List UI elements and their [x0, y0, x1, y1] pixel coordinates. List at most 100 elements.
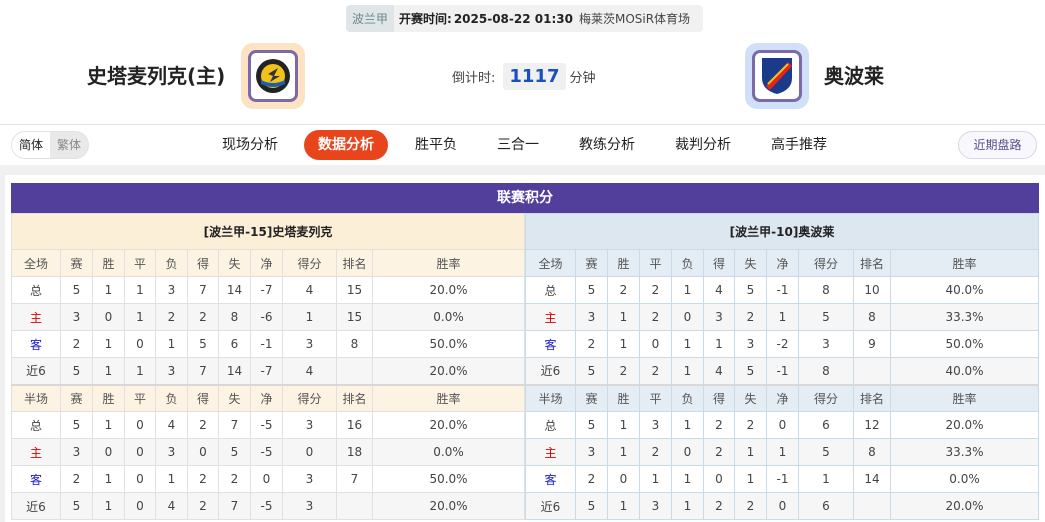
- home-team-name[interactable]: 史塔麦列克(主): [87, 64, 226, 88]
- table-cell: 2: [703, 411, 735, 439]
- table-cell: 7: [336, 465, 373, 493]
- column-header: 胜: [92, 383, 125, 412]
- table-cell: -5: [250, 411, 283, 439]
- tab-live-analysis[interactable]: 现场分析: [222, 137, 278, 153]
- table-cell: 20.0%: [372, 276, 525, 304]
- column-header: 得: [187, 249, 219, 277]
- column-header: 赛: [60, 383, 93, 412]
- table-cell: 1: [671, 330, 704, 358]
- header-row: 全场赛胜平负得失净得分 排名 胜率: [11, 249, 525, 277]
- table-cell: 1: [607, 411, 640, 439]
- away-team-logo[interactable]: [745, 43, 809, 109]
- table-cell: 0: [671, 303, 704, 331]
- countdown-label: 倒计时:: [452, 71, 496, 86]
- table-row: 主 3 0 0 3 0 5 -5 0 18 0.0%: [11, 438, 525, 466]
- row-label: 客: [525, 330, 576, 358]
- column-header: 失: [734, 383, 767, 412]
- countdown: 倒计时: 1117 分钟: [452, 63, 596, 90]
- table-cell: 0: [250, 465, 283, 493]
- venue: 梅莱茨MOSiR体育场: [578, 12, 691, 26]
- caption-row: [波兰甲-10]奥波莱: [525, 213, 1039, 250]
- league-tag[interactable]: 波兰甲: [346, 5, 395, 32]
- countdown-unit: 分钟: [569, 71, 596, 86]
- table-cell: 0: [671, 438, 704, 466]
- tab-referee-analysis[interactable]: 裁判分析: [675, 137, 731, 153]
- table-cell: 0.0%: [372, 438, 525, 466]
- away-team-name[interactable]: 奥波莱: [824, 64, 884, 88]
- table-cell: 2: [607, 357, 640, 385]
- caption-row: [波兰甲-15]史塔麦列克: [11, 213, 525, 250]
- table-cell: 3: [60, 303, 93, 331]
- table-cell: 0: [282, 438, 337, 466]
- table-cell: 20.0%: [372, 357, 525, 385]
- table-cell: 1: [671, 465, 704, 493]
- tab-data-analysis[interactable]: 数据分析: [304, 130, 388, 160]
- table-cell: 2: [187, 492, 219, 520]
- table-cell: 8: [853, 438, 891, 466]
- row-label: 近6: [11, 492, 61, 520]
- table-cell: 2: [575, 330, 608, 358]
- row-label: 客: [525, 465, 576, 493]
- table-cell: 5: [798, 303, 854, 331]
- column-header: 平: [639, 249, 672, 277]
- table-cell: 2: [155, 303, 188, 331]
- row-label: 客: [11, 330, 61, 358]
- recent-odds-button[interactable]: 近期盘路: [958, 131, 1037, 159]
- table-cell: 1: [671, 276, 704, 304]
- table-row: 近6 5 1 0 4 2 7 -5 3 20.0%: [11, 492, 525, 520]
- tab-coach-analysis[interactable]: 教练分析: [579, 137, 635, 153]
- row-label: 近6: [525, 357, 576, 385]
- table-cell: 3: [734, 330, 767, 358]
- table-cell: 1: [607, 492, 640, 520]
- table-cell: 7: [218, 411, 251, 439]
- tab-win-draw-lose[interactable]: 胜平负: [415, 137, 457, 153]
- table-cell: 0: [607, 465, 640, 493]
- table-cell: 5: [734, 276, 767, 304]
- table-cell: 10: [853, 276, 891, 304]
- column-header: 排名: [336, 383, 373, 412]
- column-header: 得: [703, 383, 735, 412]
- table-cell: 15: [336, 276, 373, 304]
- table-cell: 0: [639, 330, 672, 358]
- column-header: 胜率: [372, 383, 525, 412]
- tab-three-in-one[interactable]: 三合一: [497, 137, 539, 153]
- table-cell: 2: [703, 492, 735, 520]
- column-header: 得分: [282, 249, 337, 277]
- table-cell: 3: [575, 438, 608, 466]
- table-cell: 7: [187, 276, 219, 304]
- table-row: 总 5 2 2 1 4 5 -1 8 10 40.0%: [525, 276, 1039, 304]
- divider: [0, 124, 1045, 125]
- traditional-button[interactable]: 繁体: [57, 138, 82, 152]
- table-cell: 5: [575, 492, 608, 520]
- away-standings-table: [波兰甲-10]奥波莱 全场赛胜平负得失净得分 排名 胜率总 5 2 2 1 4 5 -1 8 10 40…: [525, 213, 1039, 520]
- table-cell: 5: [734, 357, 767, 385]
- row-label: 总: [11, 276, 61, 304]
- column-header: 净: [250, 249, 283, 277]
- column-header: 赛: [60, 249, 93, 277]
- column-header: 平: [124, 249, 156, 277]
- home-team-logo[interactable]: [241, 43, 305, 109]
- table-cell: 5: [575, 357, 608, 385]
- table-row: 主 3 1 2 0 3 2 1 5 8 33.3%: [525, 303, 1039, 331]
- column-header: 排名: [853, 383, 891, 412]
- table-cell: 2: [703, 438, 735, 466]
- table-cell: 5: [187, 330, 219, 358]
- table-row: 客 2 1 0 1 2 2 0 3 7 50.0%: [11, 465, 525, 493]
- table-cell: 12: [853, 411, 891, 439]
- column-header: 负: [671, 383, 704, 412]
- table-cell: 4: [155, 411, 188, 439]
- table-cell: 0: [766, 411, 799, 439]
- table-cell: 7: [187, 357, 219, 385]
- tab-expert-picks[interactable]: 高手推荐: [771, 137, 827, 153]
- table-cell: -2: [766, 330, 799, 358]
- table-row: 近6 5 2 2 1 4 5 -1 8 40.0%: [525, 357, 1039, 385]
- table-cell: 8: [853, 303, 891, 331]
- row-label: 总: [11, 411, 61, 439]
- table-cell: 1: [766, 438, 799, 466]
- simplified-button[interactable]: 简体: [12, 132, 51, 158]
- table-cell: 5: [60, 276, 93, 304]
- column-header: 净: [766, 383, 799, 412]
- table-cell: 3: [155, 276, 188, 304]
- table-cell: 33.3%: [890, 303, 1039, 331]
- table-cell: 2: [639, 303, 672, 331]
